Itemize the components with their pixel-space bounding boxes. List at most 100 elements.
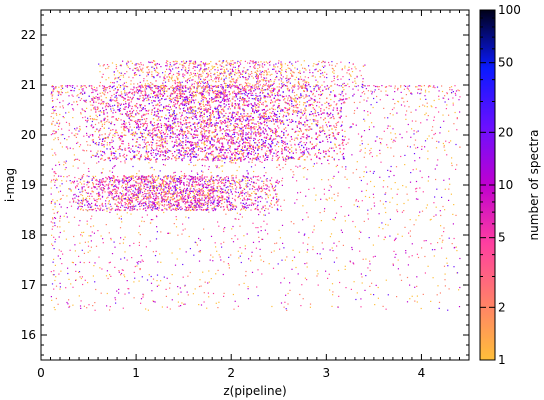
data-point xyxy=(212,154,214,156)
data-point xyxy=(280,137,282,139)
data-point xyxy=(268,120,270,122)
data-point xyxy=(162,139,164,141)
data-point xyxy=(132,145,134,147)
data-point xyxy=(277,135,279,137)
data-point xyxy=(267,138,269,140)
data-point xyxy=(237,105,239,107)
data-point xyxy=(216,133,218,135)
data-point xyxy=(244,98,246,100)
data-point xyxy=(107,136,109,139)
data-point xyxy=(234,157,237,159)
data-point xyxy=(303,150,305,152)
data-point xyxy=(238,104,240,106)
data-point xyxy=(165,129,167,131)
data-point xyxy=(270,102,272,104)
data-point xyxy=(203,105,205,107)
data-point xyxy=(212,101,214,103)
data-point xyxy=(282,121,284,124)
data-point xyxy=(262,104,264,106)
data-point xyxy=(342,135,344,137)
data-point xyxy=(164,85,166,87)
data-point xyxy=(329,114,331,116)
data-point xyxy=(269,120,271,122)
data-point xyxy=(243,113,245,115)
data-point xyxy=(313,120,315,122)
data-point xyxy=(144,146,146,148)
data-point xyxy=(283,159,285,161)
data-point xyxy=(232,139,234,141)
data-point xyxy=(151,144,153,146)
data-point xyxy=(147,155,149,157)
data-point xyxy=(157,95,159,97)
data-point xyxy=(143,124,145,126)
data-point xyxy=(316,143,318,145)
data-point xyxy=(279,120,281,122)
data-point xyxy=(313,108,316,110)
data-point xyxy=(149,87,151,89)
data-point xyxy=(149,159,151,161)
data-point xyxy=(139,119,142,121)
data-point xyxy=(290,97,292,99)
data-point xyxy=(281,148,283,150)
data-point xyxy=(291,105,293,107)
data-point xyxy=(164,146,166,148)
data-point xyxy=(265,130,267,132)
data-point xyxy=(329,147,331,149)
data-point xyxy=(173,123,175,125)
data-point xyxy=(246,117,248,119)
data-point xyxy=(248,124,250,126)
data-point xyxy=(249,140,251,142)
data-point xyxy=(138,144,140,146)
data-point xyxy=(317,121,319,123)
data-point xyxy=(246,104,249,106)
data-point xyxy=(261,139,263,141)
data-point xyxy=(328,150,330,153)
data-point xyxy=(297,134,299,136)
data-point xyxy=(173,117,175,119)
data-point xyxy=(249,147,251,149)
data-point xyxy=(246,101,248,103)
data-point xyxy=(175,125,177,127)
data-point xyxy=(154,134,156,136)
data-point xyxy=(175,136,177,138)
data-point xyxy=(258,147,261,149)
data-point xyxy=(299,128,301,130)
data-point xyxy=(179,145,181,147)
data-point xyxy=(139,131,142,133)
data-point xyxy=(205,125,207,127)
data-point xyxy=(196,91,198,93)
data-point xyxy=(195,144,197,146)
data-point xyxy=(225,89,227,91)
data-point xyxy=(228,139,230,141)
data-point xyxy=(254,146,257,148)
data-point xyxy=(116,86,118,88)
data-point xyxy=(132,138,134,141)
data-point xyxy=(197,101,200,103)
data-point xyxy=(262,102,264,104)
data-point xyxy=(110,129,112,131)
data-point xyxy=(269,138,271,140)
data-point xyxy=(254,123,256,125)
data-point xyxy=(123,153,125,155)
data-point xyxy=(265,113,267,115)
data-point xyxy=(227,148,229,150)
data-point xyxy=(325,106,328,109)
data-point xyxy=(220,129,222,131)
data-point xyxy=(234,157,236,159)
data-point xyxy=(194,126,196,128)
data-point xyxy=(128,142,130,145)
data-point xyxy=(199,115,201,117)
data-point xyxy=(192,113,194,115)
data-point xyxy=(107,92,109,94)
data-point xyxy=(270,92,272,94)
data-point xyxy=(212,157,214,160)
data-point xyxy=(157,113,159,115)
data-point xyxy=(319,101,321,103)
data-point xyxy=(96,153,98,155)
data-point xyxy=(266,104,268,107)
data-point xyxy=(172,155,174,157)
data-point xyxy=(204,120,206,122)
data-point xyxy=(249,92,251,94)
data-point xyxy=(171,127,174,129)
data-point xyxy=(292,120,294,122)
